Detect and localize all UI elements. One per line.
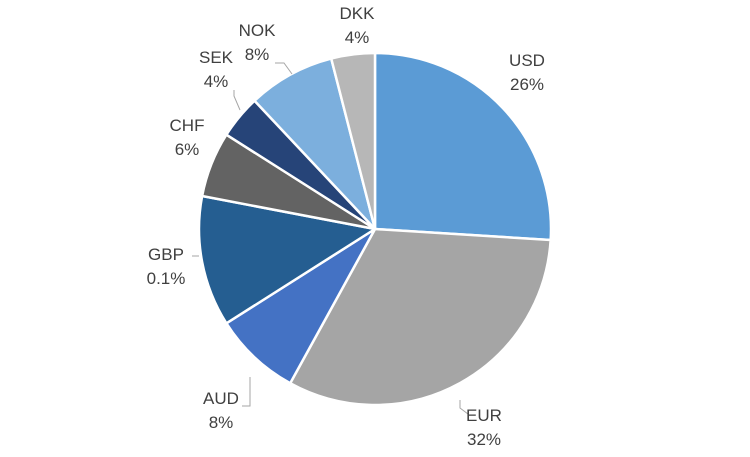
slice-name-label: EUR	[466, 406, 502, 425]
slice-name-label: USD	[509, 51, 545, 70]
pie-slice-dkk	[329, 51, 377, 230]
pie-slice-gbp	[197, 194, 379, 326]
slice-percent-label: 26%	[510, 75, 544, 94]
slice-percent-label: 6%	[175, 140, 200, 159]
slice-name-label: GBP	[148, 245, 184, 264]
leader-line-eur	[459, 400, 469, 415]
slice-percent-label: 8%	[209, 413, 234, 432]
slice-percent-label: 32%	[467, 430, 501, 449]
pie-slice-aud	[224, 227, 377, 385]
slice-percent-label: 4%	[345, 28, 370, 47]
leader-line-nok	[275, 62, 293, 75]
slice-name-label: NOK	[239, 21, 277, 40]
slice-percent-label: 0.1%	[147, 269, 186, 288]
leader-line-aud	[242, 377, 251, 407]
pie-slice-usd	[373, 51, 553, 242]
pie-slice-eur	[288, 227, 552, 407]
slice-name-label: AUD	[203, 389, 239, 408]
leader-line-sek	[233, 90, 241, 111]
slice-percent-label: 8%	[245, 45, 270, 64]
pie-labels: USD 26% EUR 32% AUD 8% GBP 0.1% CHF 6% SEK 4% NOK 8% D…	[147, 4, 545, 449]
slice-name-label: CHF	[170, 116, 205, 135]
slice-name-label: DKK	[340, 4, 376, 23]
pie-slices	[197, 51, 553, 407]
pie-slice-nok	[252, 57, 377, 230]
slice-name-label: SEK	[199, 48, 234, 67]
slice-percent-label: 4%	[204, 72, 229, 91]
